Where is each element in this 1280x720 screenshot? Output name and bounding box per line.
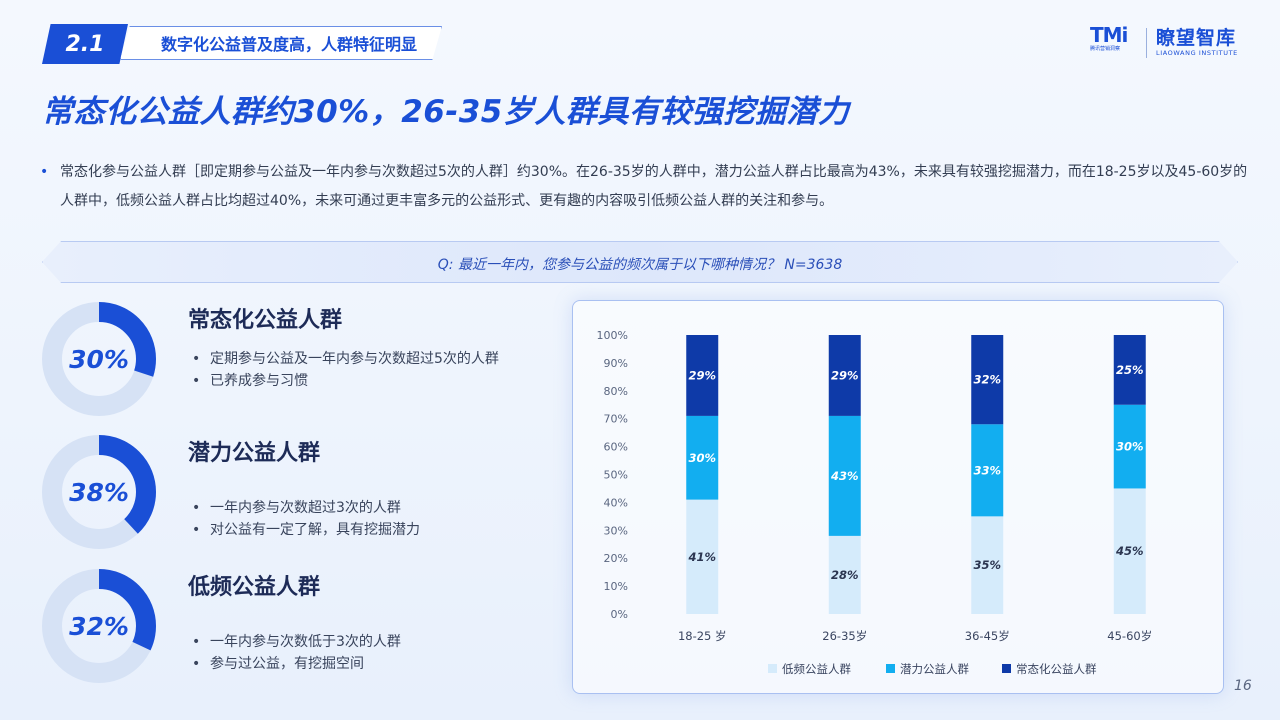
y-tick-label: 100%: [597, 329, 628, 342]
description-text: 常态化参与公益人群［即定期参与公益及一年内参与次数超过5次的人群］约30%。在2…: [60, 164, 1248, 209]
data-label: 29%: [831, 368, 859, 382]
x-tick-label: 36-45岁: [965, 629, 1010, 643]
group-potential: 38% 潜力公益人群 一年内参与次数超过3次的人群 对公益有一定了解，具有挖掘潜…: [42, 435, 562, 553]
group-bullets: 定期参与公益及一年内参与次数超过5次的人群 已养成参与习惯: [190, 348, 499, 392]
data-label: 29%: [688, 368, 716, 382]
group-bullets: 一年内参与次数低于3次的人群 参与过公益，有挖掘空间: [190, 631, 401, 675]
bar-segment: [971, 516, 1004, 614]
bar-segment: [971, 335, 1004, 425]
legend-label: 常态化公益人群: [1016, 662, 1097, 676]
description: • 常态化参与公益人群［即定期参与公益及一年内参与次数超过5次的人群］约30%。…: [40, 158, 1250, 216]
donut-low: [42, 569, 156, 683]
list-item: 一年内参与次数低于3次的人群: [190, 631, 401, 653]
legend-label: 潜力公益人群: [900, 662, 969, 676]
y-tick-label: 50%: [604, 469, 628, 482]
tmi-logo: TMi 腾讯营销洞察: [1090, 25, 1138, 63]
data-label: 43%: [830, 469, 859, 483]
y-tick-label: 40%: [604, 496, 628, 509]
legend-item: 潜力公益人群: [886, 662, 969, 676]
donut-potential: [42, 435, 156, 549]
tmi-logo-sub: 腾讯营销洞察: [1090, 46, 1121, 52]
list-item: 一年内参与次数超过3次的人群: [190, 497, 420, 519]
logo-divider: [1146, 28, 1147, 58]
tmi-logo-mark: TMi: [1090, 23, 1128, 47]
bar-segment: [686, 335, 719, 416]
bar-segment: [828, 535, 861, 614]
y-tick-label: 0%: [611, 608, 628, 621]
donut-percent: 32%: [69, 611, 129, 641]
data-label: 28%: [831, 568, 859, 582]
legend-item: 常态化公益人群: [1002, 662, 1097, 676]
list-item: 参与过公益，有挖掘空间: [190, 653, 401, 675]
section-tag: 2.1 数字化公益普及度高，人群特征明显: [42, 24, 447, 64]
data-label: 32%: [973, 373, 1001, 387]
bar-segment: [1113, 335, 1146, 405]
bar-segment: [686, 415, 719, 500]
y-tick-label: 70%: [604, 413, 628, 426]
group-regular: 30% 常态化公益人群 定期参与公益及一年内参与次数超过5次的人群 已养成参与习…: [42, 302, 562, 420]
x-tick-label: 18-25 岁: [678, 629, 727, 643]
page-number: 16: [1234, 678, 1252, 694]
bar-segment: [686, 499, 719, 614]
legend-swatch: [886, 664, 895, 673]
data-label: 30%: [688, 451, 716, 465]
question-text: Q: 最近一年内，您参与公益的频次属于以下哪种情况？ N=3638: [437, 257, 843, 273]
y-tick-label: 10%: [604, 580, 628, 593]
group-low: 32% 低频公益人群 一年内参与次数低于3次的人群 参与过公益，有挖掘空间: [42, 569, 562, 687]
question-banner: [42, 241, 1238, 283]
list-item: 已养成参与习惯: [190, 370, 499, 392]
y-tick-label: 90%: [604, 357, 628, 370]
donut-arc: [42, 569, 156, 683]
y-tick-label: 60%: [604, 441, 628, 454]
list-item: 对公益有一定了解，具有挖掘潜力: [190, 519, 420, 541]
legend-swatch: [1002, 664, 1011, 673]
data-label: 25%: [1116, 363, 1144, 377]
data-label: 33%: [973, 463, 1001, 477]
bar-segment: [971, 424, 1004, 517]
liaowang-logo: 瞭望智库 LIAOWANG INSTITUTE: [1156, 27, 1256, 63]
donut-percent: 30%: [69, 344, 129, 374]
section-number: 2.1: [42, 24, 128, 64]
bar-segment: [828, 415, 861, 536]
y-tick-label: 80%: [604, 385, 628, 398]
section-label: 数字化公益普及度高，人群特征明显: [120, 26, 442, 60]
group-title: 常态化公益人群: [188, 308, 343, 333]
donut-percent: 38%: [69, 477, 129, 507]
group-title: 潜力公益人群: [188, 441, 321, 466]
group-bullets: 一年内参与次数超过3次的人群 对公益有一定了解，具有挖掘潜力: [190, 497, 420, 541]
y-tick-label: 30%: [604, 524, 628, 537]
legend-label: 低频公益人群: [782, 662, 851, 676]
bar-segment: [828, 335, 861, 416]
list-item: 定期参与公益及一年内参与次数超过5次的人群: [190, 348, 499, 370]
data-label: 41%: [687, 550, 716, 564]
data-label: 45%: [1115, 544, 1144, 558]
donut-arc: [42, 435, 156, 549]
bullet-dot: •: [40, 164, 49, 180]
donut-arc: [42, 302, 156, 416]
legend-item: 低频公益人群: [768, 662, 851, 676]
bar-segment: [1113, 404, 1146, 489]
page-headline: 常态化公益人群约30%，26-35岁人群具有较强挖掘潜力: [42, 94, 850, 130]
data-label: 35%: [973, 558, 1001, 572]
group-title: 低频公益人群: [188, 575, 321, 600]
donut-regular: [42, 302, 156, 416]
y-tick-label: 20%: [604, 552, 628, 565]
x-tick-label: 26-35岁: [822, 629, 867, 643]
x-tick-label: 45-60岁: [1107, 629, 1152, 643]
data-label: 30%: [1116, 440, 1144, 454]
stacked-bar-chart: 0% 10% 20% 30% 40% 50% 60% 70% 80% 90% 100% 41% 30% 2…: [597, 329, 1153, 676]
bar-segment: [1113, 488, 1146, 614]
liaowang-logo-en: LIAOWANG INSTITUTE: [1156, 49, 1238, 57]
legend-swatch: [768, 664, 777, 673]
liaowang-logo-cn: 瞭望智库: [1156, 27, 1237, 49]
